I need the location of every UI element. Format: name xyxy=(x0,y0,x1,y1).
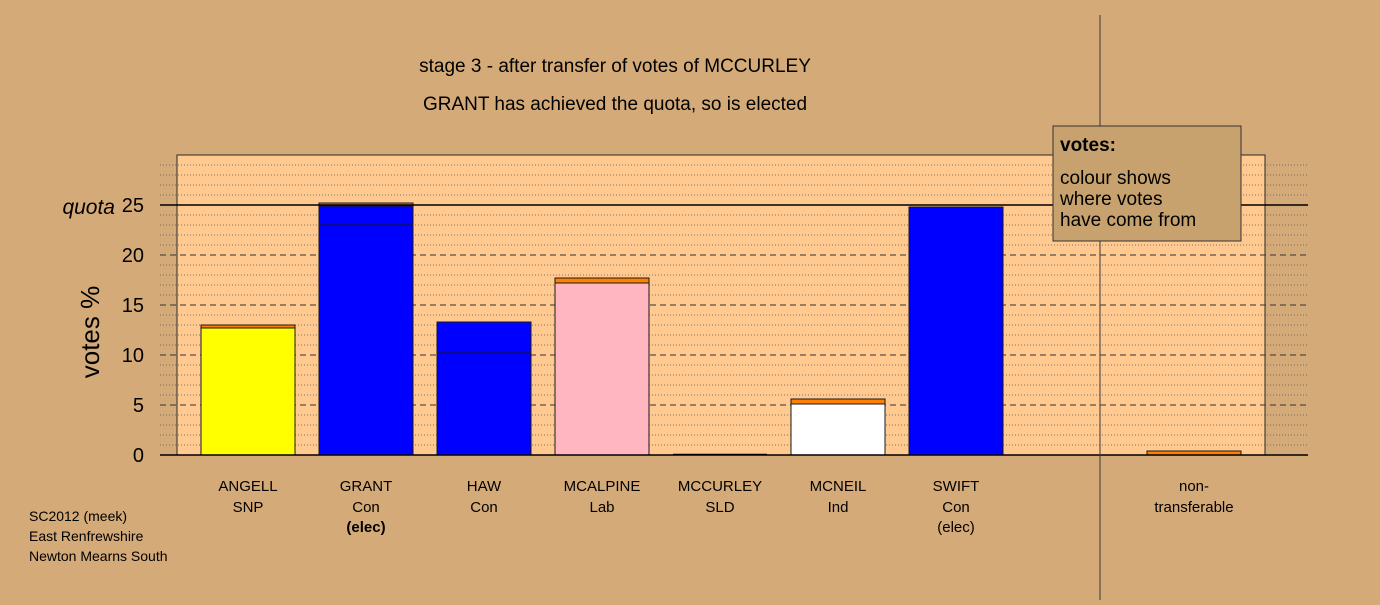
candidate-party: Con xyxy=(352,499,380,516)
candidate-status: (elec) xyxy=(937,519,975,536)
quota-label: quota xyxy=(62,196,115,219)
legend-title: votes: xyxy=(1060,135,1116,156)
candidate-party: Con xyxy=(942,499,970,516)
bar-segment xyxy=(436,352,532,456)
y-tick-label: 0 xyxy=(133,445,144,467)
legend-line-2: where votes xyxy=(1059,189,1162,210)
y-tick-label: 15 xyxy=(122,295,144,317)
bars xyxy=(200,202,1242,456)
y-tick-label: 10 xyxy=(122,345,144,367)
y-axis-label: votes % xyxy=(75,286,105,379)
candidate-party: Lab xyxy=(589,499,614,516)
legend-line-1: colour shows xyxy=(1060,168,1171,189)
chart-subtitle: GRANT has achieved the quota, so is elec… xyxy=(423,94,807,115)
footer-line-2: East Renfrewshire xyxy=(29,528,144,544)
candidate-party: Ind xyxy=(828,499,849,516)
nontransferable-label: transferable xyxy=(1154,499,1233,516)
legend-line-3: have come from xyxy=(1060,210,1196,231)
bar-segment xyxy=(200,327,296,456)
bar-segment xyxy=(318,205,414,226)
bar-segment xyxy=(436,321,532,354)
legend-box xyxy=(1052,125,1242,242)
bar-segment xyxy=(554,277,650,284)
bar-segment xyxy=(908,206,1004,456)
candidate-party: SLD xyxy=(705,499,734,516)
y-tick-label: 5 xyxy=(133,395,144,417)
candidate-status: (elec) xyxy=(346,519,385,536)
candidate-name: MCCURLEY xyxy=(678,478,762,495)
candidate-name: ANGELL xyxy=(218,478,277,495)
candidate-party: SNP xyxy=(233,499,264,516)
candidate-name: HAW xyxy=(467,478,502,495)
candidate-party: Con xyxy=(470,499,498,516)
bar-segment xyxy=(200,324,296,329)
legend: votes: colour shows where votes have com… xyxy=(1052,125,1242,242)
y-tick-label: 25 xyxy=(122,195,144,217)
y-tick-label: 20 xyxy=(122,245,144,267)
candidate-name: GRANT xyxy=(340,478,393,495)
bar-segment xyxy=(790,398,886,405)
bar-segment xyxy=(318,224,414,456)
candidate-labels: ANGELL SNP GRANT Con (elec) HAW Con MCALPINE Lab… xyxy=(218,478,1233,536)
candidate-name: MCNEIL xyxy=(810,478,867,495)
candidate-name: SWIFT xyxy=(933,478,980,495)
footer-line-3: Newton Mearns South xyxy=(29,548,168,564)
bar-segment xyxy=(790,403,886,456)
bar-segment xyxy=(554,282,650,456)
chart-title: stage 3 - after transfer of votes of MCC… xyxy=(419,56,811,77)
candidate-name: MCALPINE xyxy=(564,478,641,495)
nontransferable-label: non- xyxy=(1179,478,1209,495)
footer-line-1: SC2012 (meek) xyxy=(29,508,127,524)
